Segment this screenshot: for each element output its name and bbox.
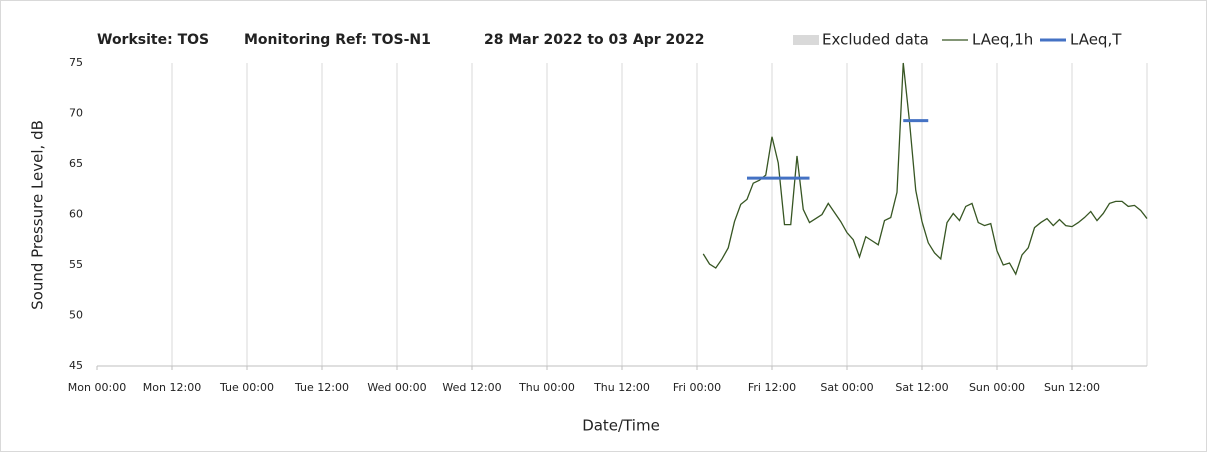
x-tick-label: Sat 00:00 <box>820 381 873 394</box>
chart-title: 28 Mar 2022 to 03 Apr 2022 <box>484 32 705 48</box>
series-line <box>702 62 1148 276</box>
x-tick-label: Wed 12:00 <box>442 381 501 394</box>
y-axis-label: Sound Pressure Level, dB <box>29 120 47 310</box>
series-line <box>747 119 929 180</box>
x-tick-label: Mon 12:00 <box>143 381 201 394</box>
x-tick-label: Tue 12:00 <box>294 381 349 394</box>
legend-swatch <box>793 35 819 45</box>
y-tick-label: 55 <box>69 258 83 271</box>
y-tick-label: 65 <box>69 157 83 170</box>
y-tick-label: 70 <box>69 107 83 120</box>
x-tick-label: Sat 12:00 <box>895 381 948 394</box>
x-tick-label: Thu 12:00 <box>593 381 650 394</box>
x-tick-label: Sun 12:00 <box>1044 381 1100 394</box>
x-tick-label: Fri 00:00 <box>673 381 721 394</box>
chart-title: Worksite: TOS <box>97 32 209 48</box>
x-axis-label: Date/Time <box>582 417 660 435</box>
x-tick-label: Fri 12:00 <box>748 381 796 394</box>
y-tick-label: 50 <box>69 309 83 322</box>
legend-label: LAeq,T <box>1070 31 1122 49</box>
x-tick-label: Wed 00:00 <box>367 381 426 394</box>
x-tick-label: Sun 00:00 <box>969 381 1025 394</box>
y-tick-label: 45 <box>69 359 83 372</box>
y-tick-label: 60 <box>69 208 83 221</box>
y-tick-label: 75 <box>69 56 83 69</box>
x-tick-label: Thu 00:00 <box>518 381 575 394</box>
chart-title: Monitoring Ref: TOS-N1 <box>244 32 431 48</box>
legend-label: Excluded data <box>822 31 929 49</box>
x-tick-label: Mon 00:00 <box>68 381 126 394</box>
x-tick-label: Tue 00:00 <box>219 381 274 394</box>
legend-label: LAeq,1h <box>972 31 1033 49</box>
